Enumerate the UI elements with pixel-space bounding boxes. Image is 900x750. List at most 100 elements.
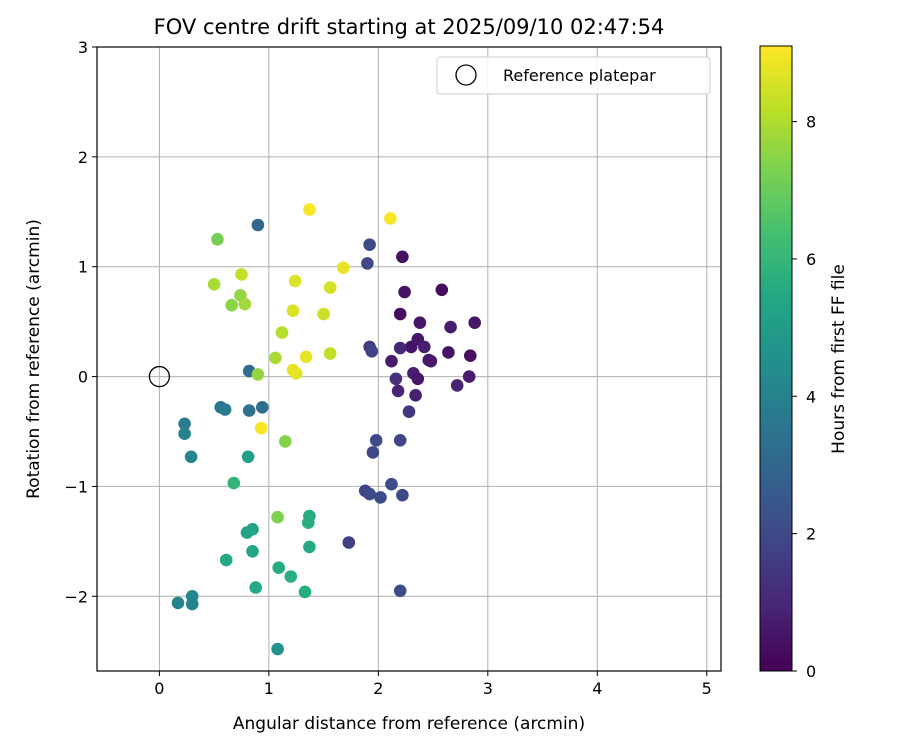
data-point: [171, 596, 185, 610]
data-point: [251, 368, 265, 381]
data-point: [393, 307, 407, 321]
colorbar: 0 2 4 6 8 Hours from first FF file: [759, 45, 849, 681]
data-point: [396, 250, 409, 264]
data-point: [284, 570, 298, 583]
data-point: [468, 316, 482, 330]
data-point: [413, 316, 427, 330]
x-tick-label: 3: [483, 679, 493, 698]
plot-area: [148, 203, 482, 656]
data-point: [374, 491, 387, 504]
data-point: [402, 405, 416, 419]
data-point: [246, 523, 259, 536]
data-point: [342, 536, 356, 549]
data-point: [393, 341, 407, 355]
data-point: [444, 320, 457, 334]
legend-label-reference: Reference platepar: [503, 66, 656, 85]
colorbar-tick-label: 6: [806, 250, 816, 269]
data-point: [227, 476, 241, 490]
data-point: [298, 585, 312, 599]
data-point: [323, 281, 337, 294]
x-tick-label: 0: [154, 679, 164, 698]
data-point: [225, 298, 238, 312]
data-point: [255, 401, 269, 414]
x-axis-label: Angular distance from reference (arcmin): [233, 714, 585, 734]
data-point: [288, 274, 302, 288]
data-point: [385, 477, 398, 491]
data-point: [249, 581, 262, 594]
data-point: [235, 268, 248, 281]
data-point: [211, 233, 224, 246]
colorbar-tick-label: 0: [806, 662, 816, 681]
y-tick-label: 3: [78, 38, 88, 57]
data-point: [384, 212, 397, 225]
legend-marker-reference: [455, 64, 477, 86]
data-point: [393, 584, 407, 598]
data-point: [366, 446, 380, 459]
data-point: [303, 203, 316, 216]
y-axis: −2 −1 0 1 2 3: [64, 38, 97, 606]
data-point: [299, 350, 313, 364]
data-point: [242, 404, 256, 417]
data-point: [411, 372, 425, 386]
y-tick-label: 0: [78, 368, 88, 387]
x-tick-label: 1: [264, 679, 274, 698]
data-point: [286, 363, 300, 377]
colorbar-tick-label: 2: [806, 525, 816, 544]
data-point: [365, 345, 379, 358]
grid: [97, 46, 721, 671]
data-point: [279, 435, 292, 448]
data-point: [462, 370, 476, 383]
data-point: [271, 510, 284, 524]
data-point: [271, 642, 284, 656]
x-tick-label: 5: [702, 679, 712, 698]
data-point: [361, 257, 374, 270]
y-tick-label: 1: [78, 258, 88, 277]
y-tick-label: 2: [78, 148, 88, 167]
x-axis: 0 1 2 3 4 5: [154, 671, 712, 698]
plot-frame: [96, 46, 722, 672]
data-point: [185, 597, 199, 611]
data-point: [241, 450, 255, 464]
data-point: [275, 326, 289, 339]
y-tick-label: −2: [64, 587, 88, 606]
data-point: [218, 403, 232, 416]
data-point: [363, 238, 376, 251]
data-point: [363, 487, 376, 501]
data-point: [385, 354, 398, 368]
data-point: [178, 427, 191, 441]
colorbar-tick-label: 8: [806, 113, 816, 132]
data-point: [409, 389, 422, 402]
data-point: [464, 349, 477, 363]
colorbar-label: Hours from first FF file: [829, 264, 849, 454]
legend: Reference platepar: [436, 56, 711, 95]
x-tick-label: 4: [592, 679, 602, 698]
colorbar-gradient: [759, 45, 793, 672]
data-point: [450, 379, 464, 392]
y-tick-label: −1: [64, 477, 88, 496]
data-point: [251, 218, 265, 232]
data-point: [184, 450, 198, 464]
data-point: [389, 372, 403, 386]
data-point: [254, 421, 268, 435]
reference-platepar-marker: [148, 365, 171, 388]
data-point: [323, 347, 337, 360]
data-point: [418, 340, 431, 354]
data-point: [272, 561, 286, 574]
data-point: [442, 346, 455, 359]
data-point: [369, 434, 383, 447]
data-point: [398, 285, 411, 299]
data-point: [178, 417, 191, 431]
data-point: [396, 488, 409, 502]
chart-title: FOV centre drift starting at 2025/09/10 …: [154, 15, 665, 39]
data-point: [337, 261, 350, 275]
data-point: [317, 307, 330, 321]
data-point: [391, 384, 405, 398]
data-point: [246, 545, 259, 558]
legend-box: [436, 56, 711, 95]
data-point: [238, 297, 252, 311]
data-point: [393, 434, 407, 447]
data-point: [424, 354, 438, 368]
y-axis-label: Rotation from reference (arcmin): [24, 219, 44, 499]
data-point: [219, 553, 233, 567]
